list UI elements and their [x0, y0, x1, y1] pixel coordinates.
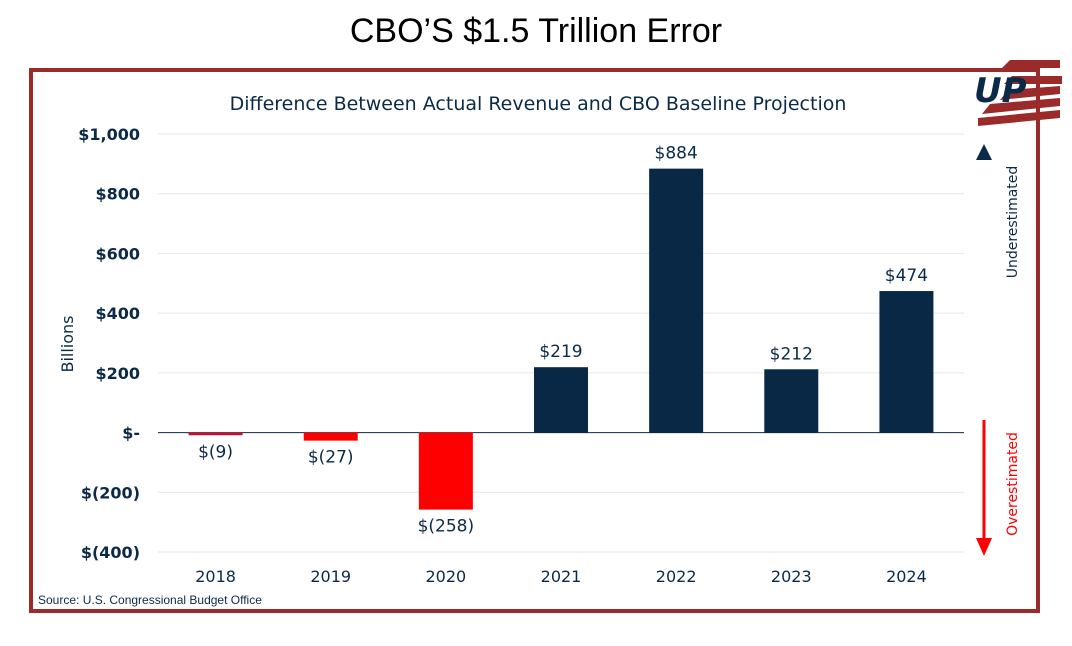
- x-axis: 2018 2019 2020 2021 2022 2023 2024: [195, 567, 927, 586]
- logo-text: UP: [974, 71, 1027, 111]
- bar-2021: [534, 367, 588, 433]
- y-tick-label: $1,000: [78, 125, 140, 144]
- underestimated-arrow: [976, 144, 992, 300]
- y-tick-label: $-: [122, 424, 140, 443]
- data-label: $212: [770, 344, 813, 364]
- x-tick-label: 2022: [656, 567, 697, 586]
- bars: $(9) $(27) $(258) $219 $884 $212 $474: [188, 144, 934, 537]
- x-tick-label: 2018: [195, 567, 236, 586]
- bar-2022: [649, 168, 704, 433]
- logo-up: UP: [974, 60, 1062, 126]
- y-tick-label: $(200): [81, 483, 140, 502]
- y-tick-label: $(400): [81, 543, 140, 562]
- chart-subtitle: Difference Between Actual Revenue and CB…: [230, 93, 847, 115]
- bar-2019: [303, 432, 358, 441]
- y-tick-label: $600: [95, 244, 140, 263]
- data-label: $884: [655, 144, 698, 164]
- underestimated-label: Underestimated: [1005, 166, 1021, 279]
- x-tick-label: 2024: [886, 567, 927, 586]
- x-tick-label: 2021: [541, 567, 582, 586]
- gridlines: [158, 133, 964, 553]
- bar-2023: [764, 369, 819, 433]
- page-title: CBO’S $1.5 Trillion Error: [349, 12, 723, 50]
- data-label: $219: [539, 342, 582, 362]
- data-label: $474: [885, 266, 928, 286]
- data-label: $(9): [198, 442, 233, 462]
- y-tick-label: $800: [95, 185, 140, 204]
- y-tick-label: $200: [95, 364, 140, 383]
- source-note: Source: U.S. Congressional Budget Office: [38, 593, 262, 607]
- y-axis: $1,000 $800 $600 $400 $200 $- $(200) $(400): [78, 125, 140, 562]
- overestimated-label: Overestimated: [1005, 432, 1021, 536]
- y-tick-label: $400: [95, 304, 140, 323]
- bar-2024: [879, 291, 934, 433]
- x-tick-label: 2023: [771, 567, 812, 586]
- chart-frame: [29, 68, 1040, 613]
- overestimated-arrow: [976, 420, 992, 556]
- y-axis-label: Billions: [58, 315, 77, 372]
- data-label: $(258): [418, 517, 475, 537]
- bar-2020: [418, 432, 473, 510]
- x-tick-label: 2019: [310, 567, 351, 586]
- bar-2018: [188, 432, 243, 436]
- data-label: $(27): [308, 448, 354, 468]
- x-tick-label: 2020: [425, 567, 466, 586]
